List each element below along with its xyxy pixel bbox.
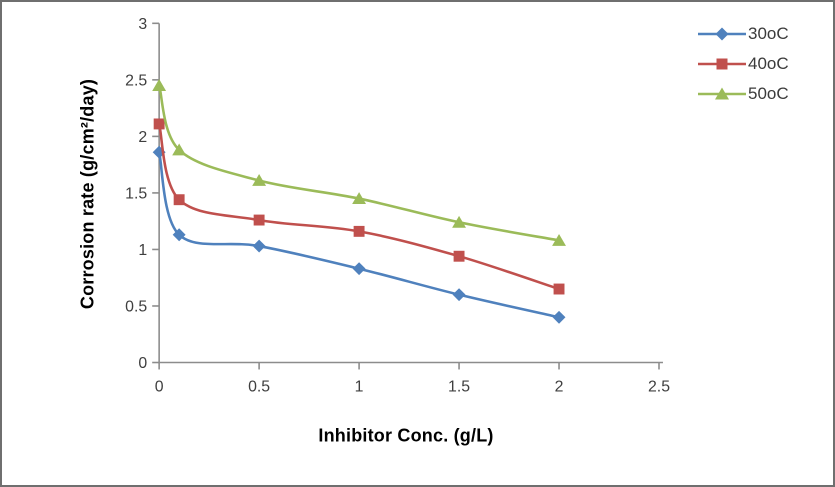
data-point-square-icon bbox=[253, 214, 265, 226]
legend-diamond-glyph-icon bbox=[715, 27, 729, 41]
data-point-diamond-icon bbox=[172, 228, 186, 242]
y-tick-label: 2.5 bbox=[125, 72, 147, 89]
y-tick-label: 3 bbox=[138, 16, 147, 33]
y-tick-label: 0 bbox=[138, 355, 147, 372]
legend-label-40oc: 40oC bbox=[748, 54, 789, 73]
data-point-square-icon bbox=[353, 225, 365, 237]
legend-item-50oc: 50oC bbox=[698, 83, 789, 105]
x-tick-label: 2.5 bbox=[648, 378, 670, 395]
legend-marker-triangle-icon bbox=[698, 87, 746, 100]
x-tick-label: 2 bbox=[555, 378, 564, 395]
y-tick-label: 0.5 bbox=[125, 298, 147, 315]
x-tick-label: 0 bbox=[155, 378, 164, 395]
data-point-square-icon bbox=[173, 194, 185, 206]
series-50oc bbox=[152, 79, 566, 246]
x-tick-label: 0.5 bbox=[248, 378, 270, 395]
data-point-diamond-icon bbox=[252, 239, 266, 253]
x-axis-title: Inhibitor Conc. (g/L) bbox=[318, 425, 494, 446]
legend-triangle-glyph-icon bbox=[715, 87, 729, 100]
legend-marker-diamond-icon bbox=[698, 27, 746, 41]
data-point-square-icon bbox=[153, 118, 165, 130]
data-point-square-icon bbox=[553, 283, 565, 295]
legend-item-30oc: 30oC bbox=[698, 23, 789, 45]
legend-square-glyph-icon bbox=[716, 58, 728, 70]
data-point-triangle-icon bbox=[352, 192, 367, 205]
y-tick-label: 1.5 bbox=[125, 185, 147, 202]
legend-item-40oc: 40oC bbox=[698, 53, 789, 75]
data-point-diamond-icon bbox=[352, 262, 366, 276]
data-point-diamond-icon bbox=[552, 310, 566, 324]
y-axis-title: Corrosion rate (g/cm²/day) bbox=[77, 78, 98, 310]
x-tick-label: 1.5 bbox=[448, 378, 470, 395]
legend: 30oC 40oC 50oC bbox=[698, 23, 789, 105]
data-point-triangle-icon bbox=[172, 143, 187, 156]
series-40oc bbox=[153, 118, 565, 295]
y-tick-label: 1 bbox=[138, 242, 147, 259]
data-point-triangle-icon bbox=[152, 79, 167, 91]
legend-label-30oc: 30oC bbox=[748, 24, 789, 43]
y-tick-label: 2 bbox=[138, 129, 147, 146]
data-point-square-icon bbox=[453, 250, 465, 262]
data-point-triangle-icon bbox=[252, 174, 267, 186]
legend-label-50oc: 50oC bbox=[748, 84, 789, 103]
data-point-diamond-icon bbox=[452, 288, 466, 302]
data-point-triangle-icon bbox=[452, 215, 466, 228]
series-line-50oc bbox=[157, 84, 561, 242]
x-tick-label: 1 bbox=[355, 378, 364, 395]
data-point-triangle-icon bbox=[552, 233, 566, 246]
legend-marker-square-icon bbox=[698, 58, 746, 70]
